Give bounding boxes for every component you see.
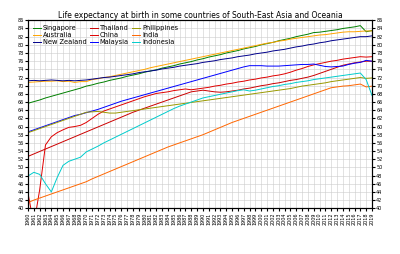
Philippines	[370, 76, 374, 80]
Malaysia	[142, 93, 147, 96]
India	[125, 163, 130, 166]
Thailand	[84, 130, 89, 133]
New Zealand	[142, 70, 147, 73]
India	[136, 158, 141, 161]
Indonesia	[130, 127, 135, 130]
New Zealand	[113, 75, 118, 78]
Australia	[241, 46, 246, 50]
Australia	[84, 80, 89, 83]
China	[247, 78, 252, 82]
Australia	[142, 68, 147, 71]
Line: Thailand: Thailand	[28, 61, 372, 156]
Line: India: India	[28, 84, 372, 202]
Indonesia	[247, 89, 252, 92]
Malaysia	[370, 60, 374, 63]
Singapore	[136, 72, 141, 75]
Indonesia	[90, 148, 94, 151]
Philippines	[241, 93, 246, 97]
Line: Singapore: Singapore	[28, 26, 372, 103]
Philippines	[136, 108, 141, 111]
Australia	[125, 72, 130, 75]
Thailand	[370, 60, 374, 63]
Indonesia	[370, 94, 374, 97]
Philippines	[358, 76, 363, 79]
Thailand	[136, 109, 141, 112]
India	[113, 168, 118, 171]
New Zealand	[370, 34, 374, 37]
India	[142, 155, 147, 158]
China	[142, 95, 147, 98]
Malaysia	[113, 102, 118, 105]
Australia	[370, 29, 374, 33]
Singapore	[84, 85, 89, 88]
Indonesia	[142, 121, 147, 124]
India	[241, 117, 246, 120]
Singapore	[358, 24, 363, 27]
Australia	[26, 81, 30, 84]
Singapore	[26, 102, 30, 105]
China	[26, 192, 30, 195]
Thailand	[142, 107, 147, 110]
Thailand	[241, 87, 246, 90]
Singapore	[125, 75, 130, 78]
China	[358, 55, 363, 58]
China	[148, 93, 153, 97]
Thailand	[26, 155, 30, 158]
Malaysia	[364, 59, 368, 62]
Australia	[364, 29, 368, 33]
Australia	[136, 69, 141, 72]
Thailand	[125, 113, 130, 116]
New Zealand	[125, 73, 130, 76]
Malaysia	[136, 95, 141, 98]
Title: Life expectancy at birth in some countries of South-East Asia and Oceania: Life expectancy at birth in some countri…	[58, 11, 342, 20]
Legend: Singapore, Australia, New Zealand, Thailand, China, Malaysia, Philippines, India: Singapore, Australia, New Zealand, Thail…	[31, 24, 180, 46]
Line: China: China	[28, 57, 372, 225]
Singapore	[370, 29, 374, 32]
China	[370, 55, 374, 58]
Line: Indonesia: Indonesia	[28, 73, 372, 192]
Malaysia	[125, 98, 130, 101]
Philippines	[113, 112, 118, 115]
Singapore	[142, 71, 147, 74]
New Zealand	[26, 79, 30, 82]
Malaysia	[84, 111, 89, 114]
Philippines	[26, 131, 30, 134]
Line: Philippines: Philippines	[28, 77, 372, 133]
Malaysia	[26, 130, 30, 133]
Indonesia	[119, 133, 124, 136]
Indonesia	[148, 119, 153, 122]
Philippines	[142, 107, 147, 110]
Australia	[113, 74, 118, 77]
Thailand	[364, 60, 368, 63]
Indonesia	[26, 174, 30, 178]
Thailand	[113, 118, 118, 121]
China	[32, 223, 36, 226]
New Zealand	[84, 78, 89, 82]
India	[370, 85, 374, 88]
China	[130, 99, 135, 102]
Singapore	[241, 47, 246, 51]
Indonesia	[358, 72, 363, 75]
New Zealand	[241, 54, 246, 57]
China	[119, 103, 124, 106]
Line: Malaysia: Malaysia	[28, 60, 372, 132]
China	[90, 117, 94, 120]
Indonesia	[49, 190, 54, 194]
India	[26, 201, 30, 204]
India	[84, 180, 89, 183]
Singapore	[113, 78, 118, 81]
Line: Australia: Australia	[28, 31, 372, 83]
Malaysia	[241, 65, 246, 68]
Philippines	[125, 110, 130, 113]
India	[358, 83, 363, 86]
Line: New Zealand: New Zealand	[28, 36, 372, 81]
New Zealand	[136, 71, 141, 74]
Philippines	[84, 111, 89, 114]
